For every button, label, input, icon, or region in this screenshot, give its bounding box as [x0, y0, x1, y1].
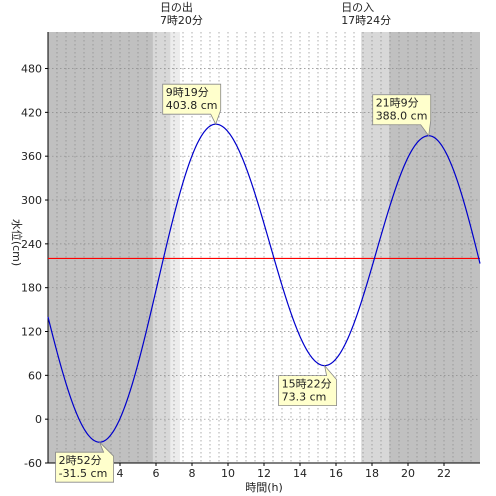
- y-tick-label: -60: [24, 457, 42, 470]
- sunset-title: 日の入: [341, 1, 374, 14]
- twilight-band-dawn-light: [170, 32, 180, 463]
- x-tick-label: 22: [437, 467, 451, 480]
- annotation-value-label: 73.3 cm: [282, 391, 327, 404]
- x-axis-label: 時間(h): [245, 481, 283, 494]
- twilight-band-dawn: [152, 32, 171, 463]
- night-band-morning: [48, 32, 153, 463]
- y-tick-label: 180: [21, 282, 42, 295]
- sunrise-title: 日の出: [160, 0, 193, 14]
- x-tick-label: 4: [117, 467, 124, 480]
- y-tick-labels: -60 0 60 120 180 240 300 360 420 480: [21, 63, 48, 470]
- y-tick-label: 240: [21, 238, 42, 251]
- annotation-time-label: 21時9分: [376, 97, 419, 110]
- x-tick-labels: 4 6 8 10 12 14 16 18 20 22: [117, 463, 451, 480]
- annotation-callout: [372, 94, 432, 137]
- y-tick-label: 300: [21, 194, 42, 207]
- y-tick-label: 0: [35, 413, 42, 426]
- annotation-callout: [278, 364, 338, 407]
- annotation-value-label: 388.0 cm: [376, 110, 428, 123]
- annotation-time-label: 15時22分: [282, 378, 332, 391]
- x-tick-label: 16: [329, 467, 343, 480]
- y-tick-label: 120: [21, 326, 42, 339]
- x-tick-label: 14: [293, 467, 307, 480]
- x-tick-label: 18: [365, 467, 379, 480]
- x-tick-label: 20: [401, 467, 415, 480]
- extreme-annotation: 2時52分-31.5 cm: [55, 441, 115, 483]
- y-tick-label: 60: [28, 369, 42, 382]
- sunrise-time: 7時20分: [160, 14, 203, 27]
- annotation-value-label: -31.5 cm: [59, 467, 108, 480]
- x-tick-label: 8: [189, 467, 196, 480]
- y-tick-label: 480: [21, 63, 42, 76]
- y-axis-label: 水位(cm): [10, 219, 24, 266]
- annotation-callout: [162, 83, 222, 126]
- sunset-time: 17時24分: [341, 14, 391, 27]
- x-tick-label: 6: [153, 467, 160, 480]
- annotation-value-label: 403.8 cm: [166, 99, 218, 112]
- x-tick-label: 12: [257, 467, 271, 480]
- y-tick-label: 360: [21, 150, 42, 163]
- annotation-time-label: 9時19分: [166, 86, 209, 99]
- y-tick-label: 420: [21, 106, 42, 119]
- annotation-time-label: 2時52分: [59, 454, 102, 467]
- x-tick-label: 10: [221, 467, 235, 480]
- tide-series-line: [47, 123, 481, 443]
- annotation-callout: [55, 441, 115, 483]
